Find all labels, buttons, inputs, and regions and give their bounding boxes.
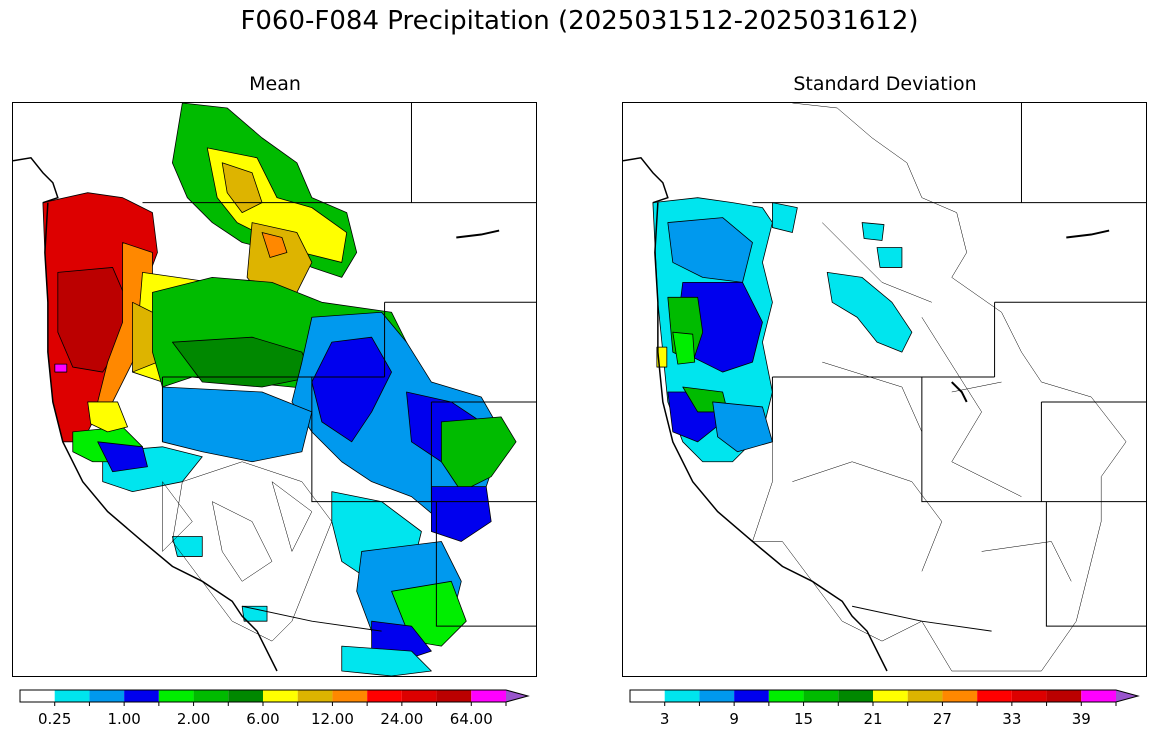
mean-region-ca-blue bbox=[97, 441, 148, 473]
colorbar-tick-label: 6.00 bbox=[246, 710, 280, 728]
colorbar-tick-label: 12.00 bbox=[310, 710, 354, 728]
sd-state-boundaries bbox=[752, 103, 1146, 632]
sd-region-interior-cyan bbox=[826, 272, 913, 353]
mean-region-ca-magenta bbox=[54, 363, 68, 373]
colorbar-swatch bbox=[158, 690, 194, 702]
colorbar-swatch bbox=[838, 690, 873, 702]
colorbar-tick-label: 0.25 bbox=[38, 710, 72, 728]
sd-coastline bbox=[623, 156, 888, 672]
mean-region-rockies-darkblue bbox=[311, 336, 392, 443]
colorbar-tick-label: 1.00 bbox=[107, 710, 141, 728]
sd-region-interior-cyan4 bbox=[861, 222, 885, 241]
stddev-colorbar-svg bbox=[629, 689, 1140, 706]
colorbar-swatch bbox=[734, 690, 769, 702]
colorbar-swatch bbox=[332, 690, 368, 702]
mean-colorbar-ticks: 0.25 1.00 2.00 6.00 12.00 24.00 64.00 bbox=[20, 710, 528, 730]
mean-region-north-gold bbox=[221, 162, 263, 214]
colorbar-swatch bbox=[193, 690, 229, 702]
colorbar-swatch bbox=[803, 690, 839, 702]
colorbar-swatch bbox=[228, 690, 263, 702]
colorbar-swatch bbox=[124, 690, 159, 702]
colorbar-swatch bbox=[263, 690, 298, 702]
colorbar-swatch bbox=[436, 690, 472, 702]
mean-region-basin-blue bbox=[162, 386, 313, 463]
sd-region-interior-cyan3 bbox=[876, 247, 903, 268]
mean-canada-lake bbox=[456, 229, 500, 239]
sd-region-interior-cyan2 bbox=[772, 202, 798, 233]
colorbar-swatch bbox=[20, 690, 55, 702]
colorbar-swatch bbox=[977, 690, 1012, 702]
mean-coastline bbox=[13, 156, 278, 672]
colorbar-tick-label: 39 bbox=[1071, 710, 1091, 728]
colorbar-swatch bbox=[907, 690, 943, 702]
colorbar-swatch bbox=[506, 690, 528, 702]
colorbar-swatch bbox=[1116, 690, 1138, 702]
mean-state-boundaries bbox=[142, 103, 536, 632]
sd-salt-lake bbox=[951, 381, 968, 403]
colorbar-tick-label: 33 bbox=[1002, 710, 1022, 728]
mean-basin-outlines bbox=[162, 461, 333, 642]
mean-region-az-cyan bbox=[341, 645, 432, 676]
mean-map bbox=[13, 103, 536, 676]
sd-basin-outlines bbox=[752, 103, 1127, 672]
figure-title: F060-F084 Precipitation (2025031512-2025… bbox=[240, 6, 919, 36]
colorbar-swatch bbox=[367, 690, 402, 702]
sd-region-lightgreen bbox=[672, 331, 696, 365]
mean-colorbar-svg bbox=[19, 689, 530, 706]
colorbar-tick-label: 2.00 bbox=[176, 710, 211, 728]
colorbar-tick-label: 64.00 bbox=[449, 710, 493, 728]
colorbar-outline bbox=[629, 689, 1140, 703]
colorbar-swatch bbox=[1081, 690, 1116, 702]
mean-region-ut-darkblue bbox=[431, 486, 492, 542]
colorbar-swatch bbox=[873, 690, 908, 702]
colorbar-outline bbox=[19, 689, 530, 703]
colorbar-swatch bbox=[1046, 690, 1082, 702]
colorbar-tick-label: 3 bbox=[659, 710, 670, 728]
colorbar-swatch bbox=[297, 690, 333, 702]
stddev-colorbar bbox=[629, 689, 1140, 706]
mean-region-socal-cyan bbox=[171, 536, 203, 557]
colorbar-tick-label: 21 bbox=[863, 710, 883, 728]
stddev-map-panel bbox=[622, 102, 1147, 677]
mean-region-ca-yellow bbox=[87, 401, 128, 433]
colorbar-tick-label: 15 bbox=[794, 710, 814, 728]
colorbar-swatch bbox=[630, 690, 665, 702]
colorbar-swatch bbox=[942, 690, 978, 702]
stddev-colorbar-ticks: 3 9 15 21 27 33 39 bbox=[630, 710, 1138, 730]
colorbar-swatch bbox=[699, 690, 735, 702]
stddev-map bbox=[623, 103, 1146, 672]
colorbar-tick-label: 24.00 bbox=[380, 710, 424, 728]
colorbar-swatch bbox=[54, 690, 90, 702]
mean-colorbar bbox=[19, 689, 530, 706]
colorbar-swatch bbox=[89, 690, 125, 702]
colorbar-tick-label: 27 bbox=[932, 710, 952, 728]
sd-canada-lake bbox=[1066, 229, 1110, 239]
colorbar-tick-label: 9 bbox=[729, 710, 739, 728]
mean-map-panel bbox=[12, 102, 537, 677]
colorbar-swatch bbox=[401, 690, 437, 702]
colorbar-swatch bbox=[768, 690, 804, 702]
stddev-panel-title: Standard Deviation bbox=[793, 73, 977, 95]
sd-region-lower-cyan bbox=[712, 401, 773, 453]
colorbar-swatch bbox=[664, 690, 700, 702]
mean-region-orange-small bbox=[261, 232, 288, 258]
mean-panel-title: Mean bbox=[249, 73, 301, 95]
mean-region-co-green bbox=[440, 416, 517, 493]
colorbar-swatch bbox=[471, 690, 506, 702]
colorbar-swatch bbox=[1011, 690, 1047, 702]
